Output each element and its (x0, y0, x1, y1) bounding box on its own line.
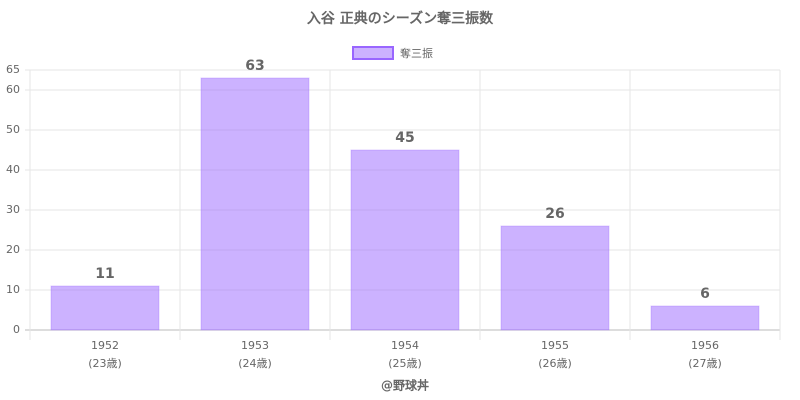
x-tick-label: 1956 (691, 339, 719, 352)
data-label: 11 (95, 266, 114, 282)
bar (350, 149, 460, 331)
data-label: 63 (245, 58, 264, 74)
x-tick-label: 1954 (391, 339, 419, 352)
x-tick-sublabel: (27歳) (688, 357, 722, 370)
data-label: 26 (545, 206, 564, 222)
legend-label[interactable]: 奪三振 (400, 46, 433, 60)
y-tick-label: 60 (6, 83, 20, 96)
y-tick-label: 20 (6, 243, 20, 256)
x-tick-sublabel: (24歳) (238, 357, 272, 370)
x-tick-label: 1955 (541, 339, 569, 352)
x-tick-sublabel: (23歳) (88, 357, 122, 370)
y-tick-label: 65 (6, 63, 20, 76)
legend-swatch[interactable] (352, 46, 394, 60)
bar (650, 305, 760, 331)
y-tick-label: 40 (6, 163, 20, 176)
x-tick-label: 1953 (241, 339, 269, 352)
data-label: 6 (700, 286, 710, 302)
x-tick-sublabel: (26歳) (538, 357, 572, 370)
data-label: 45 (395, 130, 414, 146)
y-tick-label: 50 (6, 123, 20, 136)
x-tick-sublabel: (25歳) (388, 357, 422, 370)
credit: @野球丼 (381, 378, 429, 393)
x-tick-label: 1952 (91, 339, 119, 352)
y-tick-label: 10 (6, 283, 20, 296)
y-tick-label: 0 (13, 323, 20, 336)
y-tick-label: 30 (6, 203, 20, 216)
bar (500, 225, 610, 331)
bar (200, 77, 310, 331)
bar (50, 285, 160, 331)
chart-title: 入谷 正典のシーズン奪三振数 (307, 10, 494, 27)
